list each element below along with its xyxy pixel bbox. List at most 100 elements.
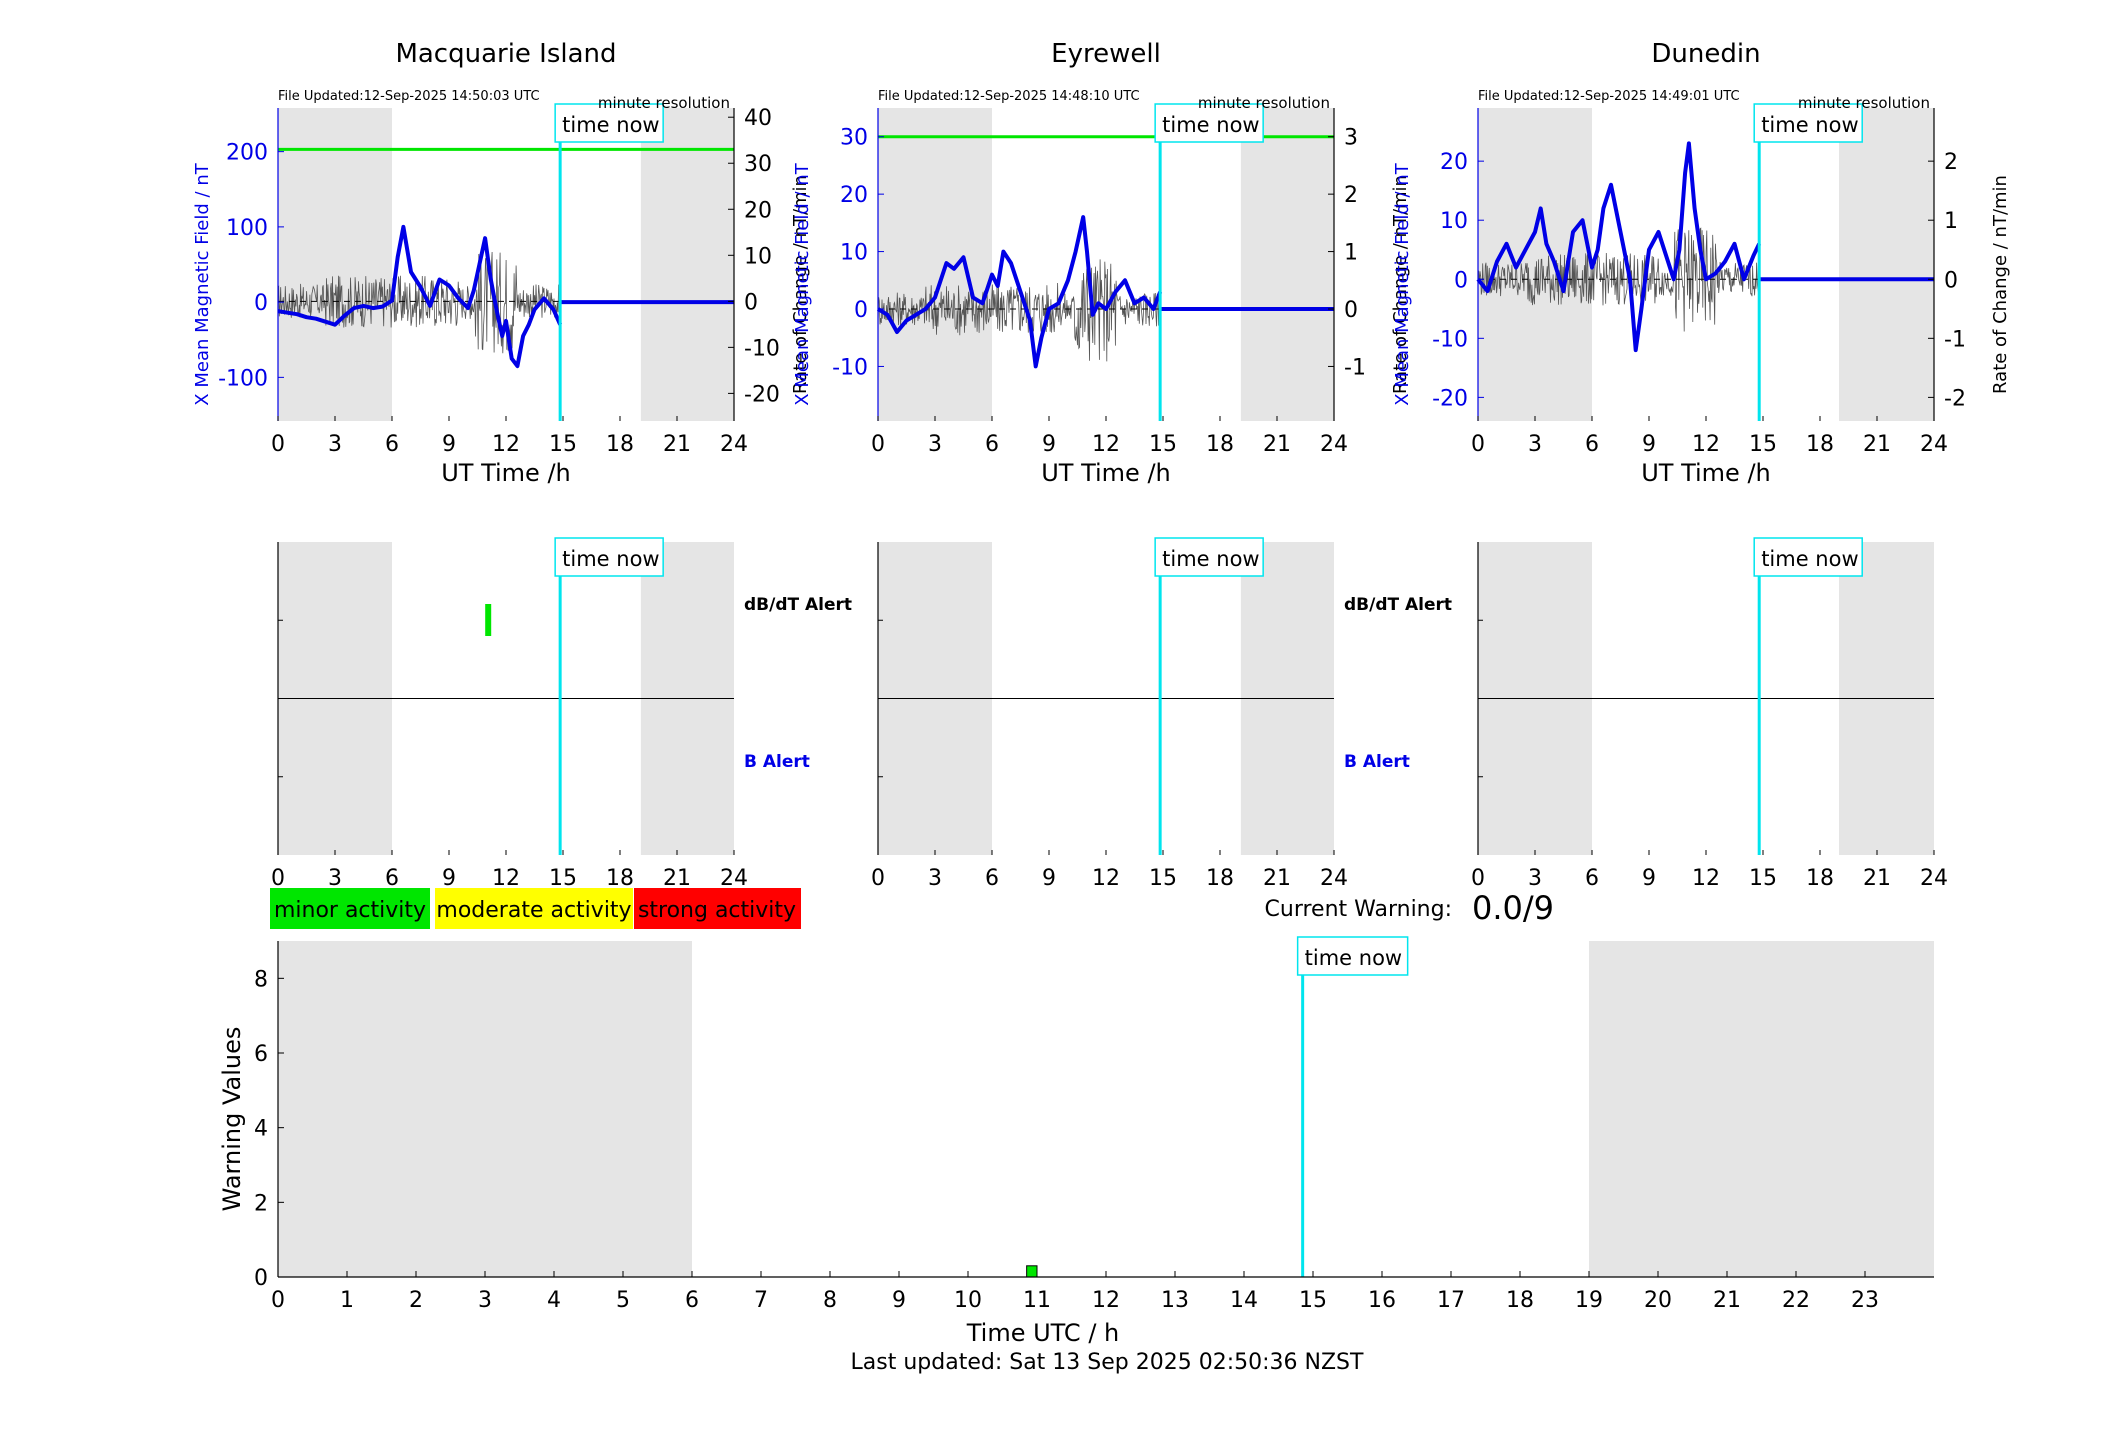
left-axis-label: X Mean Magnetic Field / nT [792,162,813,405]
x-tick-label: 18 [606,866,634,891]
x-tick-label: 1 [340,1288,354,1313]
time-now-label-box [554,537,664,577]
left-axis-label: X Mean Magnetic Field / nT [1392,162,1413,405]
x-tick-label: 21 [1863,432,1891,457]
x-tick-label: 15 [1149,866,1177,891]
night-shading-1 [1589,941,1934,1277]
x-tick-label: 4 [547,1288,561,1313]
current-warning-value: 0.0/9 [1472,889,1554,927]
left-tick-label: 200 [226,141,268,166]
x-tick-label: 0 [871,866,885,891]
x-tick-label: 12 [1692,866,1720,891]
x-tick-label: 9 [1042,432,1056,457]
right-tick-label: 0 [1944,268,1958,293]
station-title: Eyrewell [1051,39,1161,69]
x-tick-label: 21 [1263,866,1291,891]
right-axis-label: Rate of Change / nT/min [790,175,811,394]
left-tick-label: 0 [254,1266,268,1291]
left-tick-label: -20 [1432,386,1468,411]
left-tick-label: -10 [1432,327,1468,352]
legend-strong-swatch [634,888,801,929]
x-tick-label: 21 [663,866,691,891]
x-tick-label: 17 [1437,1288,1465,1313]
left-tick-label: 2 [254,1191,268,1216]
x-tick-label: 3 [1528,432,1542,457]
left-tick-label: 20 [1440,150,1468,175]
resolution-label: minute resolution [1798,94,1930,112]
x-tick-label: 24 [1920,866,1948,891]
b-alert-label: B Alert [1344,752,1410,772]
file-updated-label: File Updated:12-Sep-2025 14:48:10 UTC [878,89,1140,104]
time-now-label-box [554,103,664,143]
time-now-label: time now [1162,547,1259,571]
x-tick-label: 3 [928,866,942,891]
x-tick-label: 18 [1806,866,1834,891]
right-tick-label: -1 [1944,327,1966,352]
legend-moderate-swatch [435,888,633,929]
right-tick-label: 2 [1344,183,1358,208]
x-tick-label: 15 [1749,866,1777,891]
x-tick-label: 8 [823,1288,837,1313]
x-tick-label: 7 [754,1288,768,1313]
x-tick-label: 9 [1642,866,1656,891]
x-tick-label: 20 [1644,1288,1672,1313]
x-tick-label: 6 [985,866,999,891]
x-tick-label: 14 [1230,1288,1258,1313]
night-shading-1 [640,108,734,421]
x-tick-label: 10 [954,1288,982,1313]
x-tick-label: 18 [1806,432,1834,457]
legend-moderate-label: moderate activity [436,898,631,923]
time-now-label: time now [1305,946,1402,970]
station-title: Dunedin [1651,39,1760,69]
left-tick-label: 30 [840,126,868,151]
left-tick-label: 10 [1440,209,1468,234]
x-tick-label: 12 [1092,1288,1120,1313]
legend-strong-label: strong activity [638,898,796,923]
time-now-label-box [1296,936,1409,976]
activity-legend: minor activity moderate activity strong … [270,888,801,929]
x-tick-label: 24 [1920,432,1948,457]
x-tick-label: 18 [1506,1288,1534,1313]
right-tick-label: -2 [1944,386,1966,411]
last-updated: Last updated: Sat 13 Sep 2025 02:50:36 N… [851,1350,1364,1375]
night-shading-0 [278,108,392,421]
right-axis-label: Rate of Change / nT/min [1990,175,2011,394]
time-now-label-box [1154,537,1264,577]
dbdt-alert-label: dB/dT Alert [1344,595,1452,615]
station-title: Macquarie Island [395,39,616,69]
x-tick-label: 21 [1263,432,1291,457]
dbdt-alert-label: dB/dT Alert [744,595,852,615]
x-tick-label: 15 [1749,432,1777,457]
right-axis-label: Rate of Change / nT/min [1390,175,1411,394]
x-tick-label: 0 [271,866,285,891]
x-tick-label: 15 [1299,1288,1327,1313]
x-tick-label: 3 [328,432,342,457]
right-tick-label: 1 [1944,209,1958,234]
current-warning-label: Current Warning: [1265,897,1452,922]
right-tick-label: 3 [1344,126,1358,151]
x-tick-label: 0 [1471,432,1485,457]
file-updated-label: File Updated:12-Sep-2025 14:49:01 UTC [1478,89,1740,104]
x-tick-label: 19 [1575,1288,1603,1313]
x-tick-label: 0 [1471,866,1485,891]
x-tick-label: 6 [1585,432,1599,457]
night-shading-1 [1839,108,1934,421]
right-tick-label: -10 [744,336,780,361]
dbdt-alert-bar [485,604,492,636]
x-axis-label: UT Time /h [1641,459,1771,487]
x-tick-label: 24 [1320,432,1348,457]
left-tick-label: 20 [840,183,868,208]
x-axis-label: UT Time /h [1041,459,1171,487]
left-tick-label: 0 [254,291,268,316]
magnetic-field-line [876,215,1163,369]
resolution-label: minute resolution [598,94,730,112]
x-tick-label: 15 [549,866,577,891]
x-tick-label: 3 [478,1288,492,1313]
alert-panel-2: time now 0 3 6 9 12 15 18 21 24 dB/dT Alert B Alert [871,537,1452,891]
x-tick-label: 22 [1782,1288,1810,1313]
right-tick-label: 2 [1944,150,1958,175]
y-axis-label: Warning Values [218,1027,246,1212]
left-tick-label: 100 [226,216,268,241]
